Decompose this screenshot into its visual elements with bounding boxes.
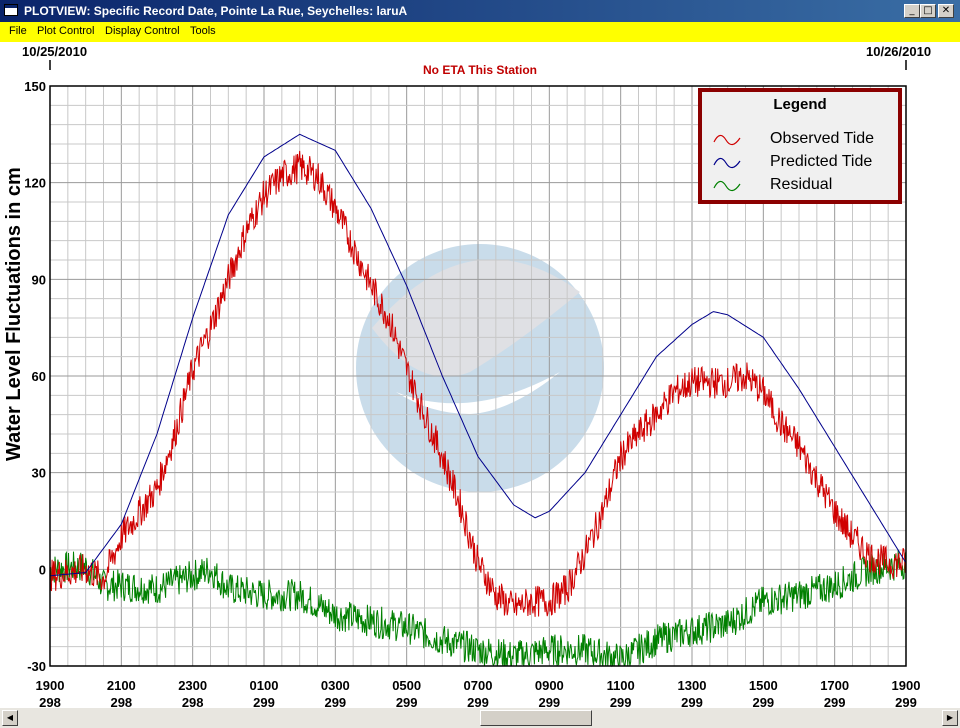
legend-title: Legend bbox=[773, 96, 827, 113]
x-tick-hour-label: 1300 bbox=[678, 678, 707, 693]
x-tick-hour-label: 0300 bbox=[321, 678, 350, 693]
x-tick-hour-label: 1700 bbox=[820, 678, 849, 693]
x-tick-hour-label: 2100 bbox=[107, 678, 136, 693]
x-tick-hour-label: 0100 bbox=[250, 678, 279, 693]
legend-label-predicted: Predicted Tide bbox=[770, 153, 873, 170]
plot-frame bbox=[49, 85, 907, 667]
menu-tools[interactable]: Tools bbox=[190, 25, 216, 37]
x-tick-hour-label: 0900 bbox=[535, 678, 564, 693]
x-tick-day-label: 298 bbox=[39, 695, 61, 708]
app-window-icon bbox=[4, 4, 18, 16]
x-tick-hour-label: 1100 bbox=[607, 678, 635, 693]
y-tick-label: -30 bbox=[27, 659, 46, 674]
x-tick-hour-label: 0700 bbox=[464, 678, 493, 693]
x-tick-hour-label: 1500 bbox=[749, 678, 778, 693]
series-predicted-tide bbox=[49, 133, 907, 577]
x-tick-day-label: 299 bbox=[610, 695, 632, 708]
x-tick-day-label: 299 bbox=[396, 695, 418, 708]
window-title: PLOTVIEW: Specific Record Date, Pointe L… bbox=[24, 4, 408, 18]
end-date-label: 10/26/2010 bbox=[866, 44, 932, 59]
close-button[interactable]: ✕ bbox=[938, 4, 954, 18]
x-tick-day-label: 299 bbox=[681, 695, 703, 708]
legend-swatch-residual bbox=[713, 180, 741, 192]
chart-subtitle: No ETA This Station bbox=[423, 63, 537, 77]
x-tick-day-label: 299 bbox=[253, 695, 275, 708]
y-tick-label: 30 bbox=[32, 466, 46, 481]
series-observed-tide bbox=[49, 150, 907, 617]
menu-file[interactable]: File bbox=[9, 25, 27, 37]
y-tick-label: 90 bbox=[32, 272, 46, 287]
x-tick-day-label: 299 bbox=[324, 695, 346, 708]
x-tick-hour-label: 1900 bbox=[36, 678, 65, 693]
x-tick-hour-label: 2300 bbox=[178, 678, 207, 693]
start-date-label: 10/25/2010 bbox=[22, 44, 88, 59]
legend-swatch-predicted bbox=[713, 157, 741, 169]
x-tick-hour-label: 0500 bbox=[392, 678, 421, 693]
maximize-button[interactable]: □ bbox=[920, 4, 936, 18]
watermark-wave bbox=[396, 372, 560, 414]
legend-swatch-observed bbox=[713, 134, 741, 146]
scroll-thumb[interactable] bbox=[480, 710, 592, 726]
x-tick-day-label: 299 bbox=[752, 695, 774, 708]
y-tick-label: 60 bbox=[32, 369, 46, 384]
menu-display-control[interactable]: Display Control bbox=[105, 25, 180, 37]
x-tick-day-label: 299 bbox=[895, 695, 917, 708]
x-tick-day-label: 299 bbox=[538, 695, 560, 708]
minimize-button[interactable]: _ bbox=[904, 4, 920, 18]
menu-bar: File Plot Control Display Control Tools bbox=[0, 22, 960, 42]
menu-plot-control[interactable]: Plot Control bbox=[37, 25, 95, 37]
plot-area: 10/25/2010 10/26/2010 No ETA This Statio… bbox=[0, 42, 960, 708]
legend-label-observed: Observed Tide bbox=[770, 130, 875, 147]
x-tick-day-label: 299 bbox=[824, 695, 846, 708]
x-tick-hour-label: 1900 bbox=[892, 678, 921, 693]
scroll-right-icon[interactable]: ▶ bbox=[942, 710, 958, 726]
x-tick-day-label: 298 bbox=[182, 695, 204, 708]
y-tick-label: 120 bbox=[24, 176, 46, 191]
tide-chart: -30 0 30 60 90 120 150 1900 298 2100 298 2300 298 010… bbox=[24, 60, 921, 708]
x-tick-day-label: 298 bbox=[110, 695, 132, 708]
legend-label-residual: Residual bbox=[770, 176, 833, 193]
y-tick-label: 0 bbox=[39, 562, 46, 577]
x-tick-day-label: 299 bbox=[467, 695, 489, 708]
title-bar: PLOTVIEW: Specific Record Date, Pointe L… bbox=[0, 0, 960, 22]
y-tick-label: 150 bbox=[24, 79, 46, 94]
series-residual bbox=[49, 549, 907, 668]
horizontal-scrollbar[interactable]: ◀ ▶ bbox=[0, 708, 960, 728]
scroll-left-icon[interactable]: ◀ bbox=[2, 710, 18, 726]
chart-legend: Legend Observed Tide Predicted Tide Resi… bbox=[698, 88, 902, 204]
